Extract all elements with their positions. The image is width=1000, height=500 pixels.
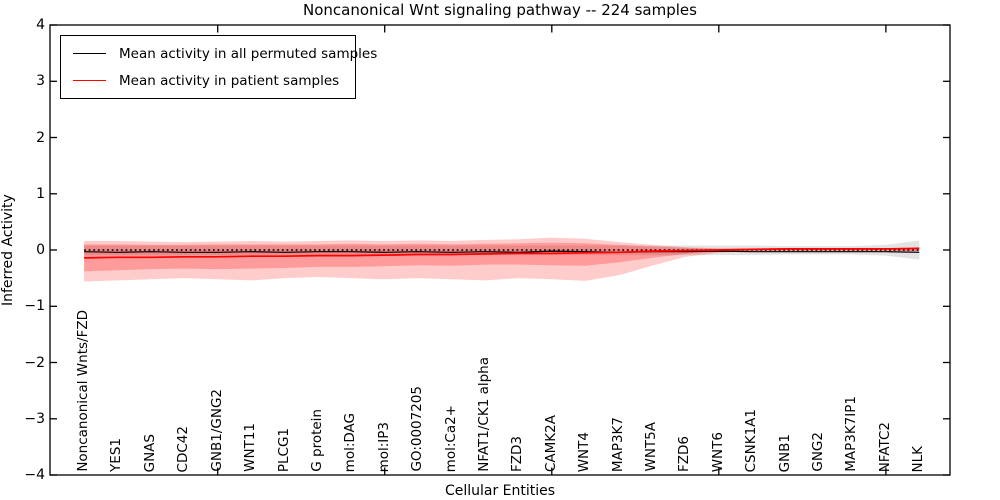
y-tick-label: 0	[36, 242, 45, 258]
x-axis-label: Cellular Entities	[444, 483, 556, 499]
x-tick-label: GO:0007205	[409, 386, 426, 472]
x-tick-label: MAP3K7IP1	[843, 396, 860, 472]
x-tick-label: mol:IP3	[375, 421, 392, 472]
x-tick-label: WNT4	[576, 431, 593, 472]
y-tick-label: 4	[36, 17, 45, 33]
patient-outer-band	[84, 237, 920, 282]
y-tick-label: 3	[36, 73, 45, 90]
x-tick-label: mol:Ca2+	[442, 404, 459, 472]
x-tick-label: YES1	[108, 438, 125, 472]
x-tick-label: NLK	[910, 445, 927, 472]
y-tick-label: 1	[36, 185, 45, 202]
legend-label: Mean activity in patient samples	[119, 72, 340, 89]
x-tick-label: NFATC2	[876, 421, 893, 472]
x-tick-label: GNB1	[776, 433, 793, 472]
permuted-mean-line	[84, 250, 920, 253]
legend-label: Mean activity in all permuted samples	[119, 45, 378, 62]
x-tick-label: GNAS	[141, 433, 158, 472]
y-tick-label: 2	[36, 129, 45, 146]
x-tick-label: FZD6	[676, 436, 693, 472]
x-tick-label: WNT11	[242, 423, 259, 472]
x-tick-label: WNT5A	[643, 422, 659, 472]
x-tick-label: NFAT1/CK1 alpha	[475, 357, 492, 472]
x-tick-label: CDC42	[175, 425, 192, 472]
legend-line-sample-black	[73, 53, 106, 54]
legend-entry-permuted: Mean activity in all permuted samples	[73, 46, 377, 62]
x-tick-label: G protein	[308, 409, 325, 472]
y-tick-label: −3	[24, 410, 45, 427]
patient-mean-line	[84, 247, 920, 259]
x-tick-label: FZD3	[509, 436, 526, 472]
x-tick-label: CAMK2A	[542, 415, 559, 472]
x-tick-label: mol:DAG	[342, 412, 359, 472]
x-tick-label: Noncanonical Wnts/FZD	[75, 310, 92, 472]
x-tick-label: PLCG1	[275, 427, 292, 472]
legend-line-sample-red	[73, 80, 106, 81]
y-tick-label: −4	[24, 467, 45, 483]
y-tick-label: −1	[24, 298, 45, 315]
x-tick-label: MAP3K7	[609, 416, 626, 472]
gray-permuted-band	[84, 240, 920, 260]
x-tick-label: GNG2	[810, 432, 827, 472]
legend: Mean activity in all permuted samples Me…	[60, 35, 377, 99]
legend-entry-patient: Mean activity in patient samples	[73, 73, 345, 89]
x-tick-label: GNB1/GNG2	[208, 389, 225, 472]
figure-title: Noncanonical Wnt signaling pathway -- 22…	[303, 1, 697, 19]
y-tick-label: −2	[24, 354, 45, 371]
x-tick-label: CSNK1A1	[743, 408, 760, 472]
x-tick-label: WNT6	[709, 431, 726, 472]
